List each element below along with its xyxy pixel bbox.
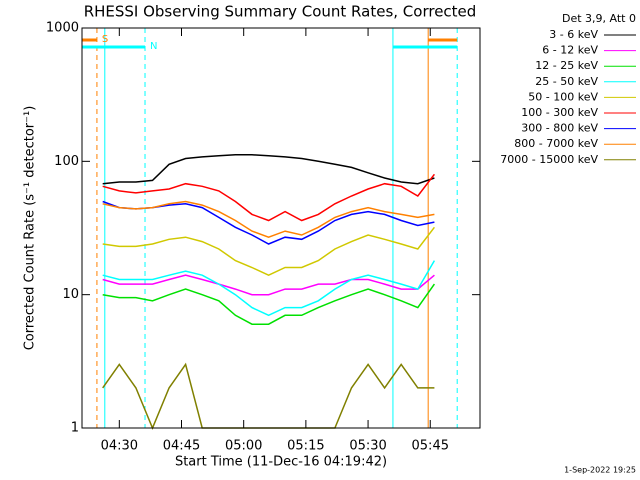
legend-label: 7000 - 15000 keV xyxy=(500,153,598,166)
legend-label: 100 - 300 keV xyxy=(521,106,598,119)
legend-label: 12 - 25 keV xyxy=(535,59,598,72)
y-axis-label: Corrected Count Rate (s⁻¹ detector⁻¹) xyxy=(23,106,38,351)
y-tick-label: 100 xyxy=(54,154,79,169)
span-label: S xyxy=(102,34,108,45)
y-tick-label: 1000 xyxy=(46,21,79,36)
series-line xyxy=(102,226,435,277)
legend-label: 3 - 6 keV xyxy=(549,28,598,41)
series-line xyxy=(102,173,435,222)
x-tick-label: 04:30 xyxy=(101,439,138,454)
legend-title: Det 3,9, Att 0 xyxy=(562,12,636,25)
plot-frame xyxy=(81,27,481,429)
legend-label: 6 - 12 keV xyxy=(542,44,598,57)
y-tick-label: 1 xyxy=(71,421,79,436)
series-line xyxy=(102,283,436,325)
legend-label: 300 - 800 keV xyxy=(521,122,598,135)
x-tick-label: 05:15 xyxy=(287,439,324,454)
x-tick-label: 05:45 xyxy=(412,439,449,454)
series-line xyxy=(102,274,435,296)
legend-label: 50 - 100 keV xyxy=(528,90,598,103)
series-line xyxy=(102,154,435,185)
x-tick-label: 04:45 xyxy=(163,439,200,454)
y-tick-label: 10 xyxy=(62,287,79,302)
x-axis-label: Start Time (11-Dec-16 04:19:42) xyxy=(175,455,387,470)
legend-label: 25 - 50 keV xyxy=(535,75,598,88)
series-line xyxy=(102,260,436,317)
series-line xyxy=(102,200,435,238)
x-tick-label: 05:30 xyxy=(349,439,386,454)
x-tick-label: 05:00 xyxy=(225,439,262,454)
legend-label: 800 - 7000 keV xyxy=(514,137,598,150)
chart-title: RHESSI Observing Summary Count Rates, Co… xyxy=(84,3,477,21)
span-label: N xyxy=(150,41,157,52)
footer: 1-Sep-2022 19:25 xyxy=(564,466,636,475)
